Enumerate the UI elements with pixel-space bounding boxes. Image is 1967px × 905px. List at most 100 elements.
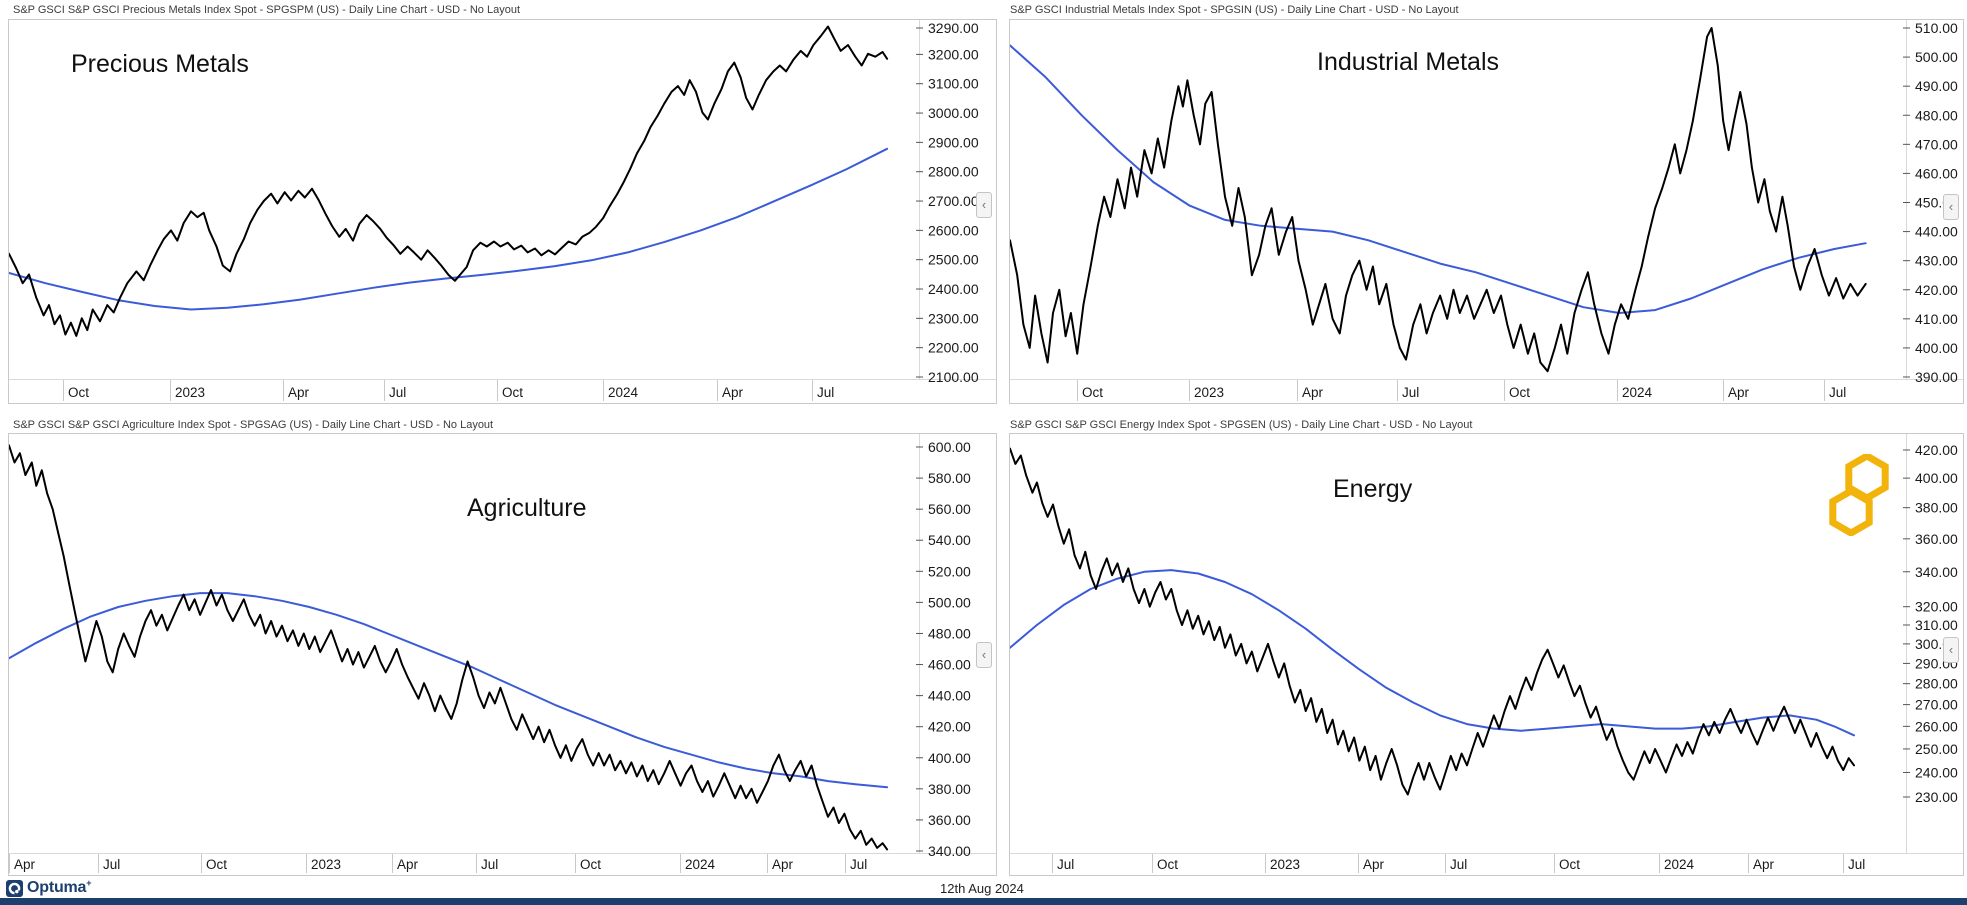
- svg-text:Apr: Apr: [1302, 385, 1324, 400]
- svg-text:2023: 2023: [311, 857, 341, 872]
- svg-text:2300.00: 2300.00: [928, 310, 979, 326]
- svg-text:Apr: Apr: [288, 385, 310, 400]
- chart-panel-agriculture: S&P GSCI S&P GSCI Agriculture Index Spot…: [0, 415, 1002, 881]
- svg-text:2900.00: 2900.00: [928, 134, 979, 150]
- status-date: 12th Aug 2024: [940, 881, 1024, 896]
- chart-title-bar: S&P GSCI Industrial Metals Index Spot - …: [1010, 4, 1459, 16]
- svg-text:400.00: 400.00: [928, 750, 971, 766]
- svg-text:Jul: Jul: [389, 385, 406, 400]
- agriculture-plot-canvas: 600.00 580.00 560.00 540.00 520.00 500.00 480.…: [9, 434, 996, 873]
- svg-text:2023: 2023: [175, 385, 205, 400]
- optuma-logo-icon: [6, 879, 23, 897]
- svg-text:Oct: Oct: [1082, 385, 1103, 400]
- chevron-left-icon[interactable]: ‹: [1943, 637, 1959, 663]
- svg-text:360.00: 360.00: [928, 812, 971, 828]
- svg-text:2800.00: 2800.00: [928, 164, 979, 180]
- svg-text:280.00: 280.00: [1915, 676, 1958, 692]
- svg-text:Oct: Oct: [580, 857, 601, 872]
- svg-text:460.00: 460.00: [1915, 165, 1958, 181]
- svg-text:Apr: Apr: [14, 857, 36, 872]
- optuma-hexagon-logo-icon: [1828, 451, 1890, 541]
- svg-text:460.00: 460.00: [928, 657, 971, 673]
- svg-text:Jul: Jul: [850, 857, 867, 872]
- svg-text:Oct: Oct: [1157, 857, 1178, 872]
- chart-title-bar: S&P GSCI S&P GSCI Agriculture Index Spot…: [13, 419, 494, 431]
- svg-text:480.00: 480.00: [928, 625, 971, 641]
- svg-text:2100.00: 2100.00: [928, 369, 979, 385]
- svg-text:340.00: 340.00: [1915, 564, 1958, 580]
- svg-text:420.00: 420.00: [928, 719, 971, 735]
- chart-annotation: Industrial Metals: [1317, 48, 1500, 76]
- svg-text:Apr: Apr: [1753, 857, 1775, 872]
- precious-metals-chart[interactable]: 3290.00 3200.00 3100.00 3000.00 2900.00 2800.…: [8, 19, 997, 404]
- svg-text:Apr: Apr: [1728, 385, 1750, 400]
- svg-text:2024: 2024: [685, 857, 716, 872]
- svg-text:400.00: 400.00: [1915, 340, 1958, 356]
- svg-text:420.00: 420.00: [1915, 442, 1958, 458]
- svg-text:430.00: 430.00: [1915, 253, 1958, 269]
- industrial-metals-chart[interactable]: 510.00 500.00 490.00 480.00 470.00 460.00 450.…: [1009, 19, 1964, 404]
- optuma-wordmark: Optuma: [27, 879, 87, 896]
- svg-text:2200.00: 2200.00: [928, 340, 979, 356]
- svg-text:270.00: 270.00: [1915, 697, 1958, 713]
- svg-text:Jul: Jul: [1402, 385, 1419, 400]
- industrial-metals-plot-canvas: 510.00500.00490.00480.00470.00460.00450.…: [1010, 20, 1963, 401]
- svg-text:520.00: 520.00: [928, 563, 971, 579]
- svg-text:Jul: Jul: [817, 385, 834, 400]
- chevron-left-icon[interactable]: ‹: [976, 192, 992, 218]
- chevron-left-icon[interactable]: ‹: [1943, 194, 1959, 220]
- svg-text:Jul: Jul: [481, 857, 498, 872]
- svg-text:2023: 2023: [1194, 385, 1224, 400]
- svg-text:480.00: 480.00: [1915, 107, 1958, 123]
- svg-text:2600.00: 2600.00: [928, 222, 979, 238]
- chart-panel-energy: S&P GSCI S&P GSCI Energy Index Spot - SP…: [1004, 415, 1967, 881]
- svg-text:Apr: Apr: [1363, 857, 1385, 872]
- svg-text:2023: 2023: [1270, 857, 1300, 872]
- svg-text:500.00: 500.00: [1915, 49, 1958, 65]
- svg-text:250.00: 250.00: [1915, 741, 1958, 757]
- chevron-left-icon[interactable]: ‹: [976, 642, 992, 668]
- agriculture-chart[interactable]: 600.00 580.00 560.00 540.00 520.00 500.00 480.…: [8, 433, 997, 876]
- svg-text:Apr: Apr: [722, 385, 744, 400]
- svg-text:470.00: 470.00: [1915, 136, 1958, 152]
- svg-text:310.00: 310.00: [1915, 617, 1958, 633]
- svg-text:2024: 2024: [608, 385, 639, 400]
- optuma-plus-mark: +: [86, 878, 92, 888]
- status-bar: Optuma + 12th Aug 2024: [0, 878, 1967, 905]
- svg-text:2700.00: 2700.00: [928, 193, 979, 209]
- svg-text:380.00: 380.00: [928, 781, 971, 797]
- svg-text:230.00: 230.00: [1915, 789, 1958, 805]
- svg-text:400.00: 400.00: [1915, 470, 1958, 486]
- svg-text:Oct: Oct: [1509, 385, 1530, 400]
- svg-text:340.00: 340.00: [928, 843, 971, 859]
- svg-text:260.00: 260.00: [1915, 718, 1958, 734]
- svg-text:580.00: 580.00: [928, 470, 971, 486]
- svg-text:390.00: 390.00: [1915, 369, 1958, 385]
- energy-chart[interactable]: 420.00 400.00 380.00 360.00 340.00 320.00 310.…: [1009, 433, 1964, 876]
- svg-text:410.00: 410.00: [1915, 311, 1958, 327]
- svg-text:Oct: Oct: [206, 857, 227, 872]
- energy-plot-canvas: 420.00 400.00 380.00 360.00 340.00 320.00 310.…: [1010, 434, 1963, 873]
- svg-text:240.00: 240.00: [1915, 764, 1958, 780]
- svg-text:440.00: 440.00: [1915, 224, 1958, 240]
- chart-title-bar: S&P GSCI S&P GSCI Precious Metals Index …: [13, 4, 520, 16]
- svg-text:490.00: 490.00: [1915, 78, 1958, 94]
- svg-text:Apr: Apr: [397, 857, 419, 872]
- precious-metals-plot-canvas: 3290.00 3200.00 3100.00 3000.00 2900.00 2800.…: [9, 20, 996, 401]
- chart-title-bar: S&P GSCI S&P GSCI Energy Index Spot - SP…: [1010, 419, 1473, 431]
- chart-annotation: Precious Metals: [71, 50, 249, 78]
- chart-panel-industrial-metals: S&P GSCI Industrial Metals Index Spot - …: [1004, 0, 1967, 415]
- svg-text:2500.00: 2500.00: [928, 252, 979, 268]
- chart-annotation: Agriculture: [467, 494, 587, 522]
- svg-text:600.00: 600.00: [928, 439, 971, 455]
- svg-text:320.00: 320.00: [1915, 599, 1958, 615]
- svg-text:500.00: 500.00: [928, 594, 971, 610]
- svg-text:Apr: Apr: [772, 857, 794, 872]
- svg-text:3200.00: 3200.00: [928, 46, 979, 62]
- svg-text:380.00: 380.00: [1915, 500, 1958, 516]
- svg-text:Jul: Jul: [1848, 857, 1865, 872]
- svg-text:Jul: Jul: [103, 857, 120, 872]
- svg-text:3100.00: 3100.00: [928, 76, 979, 92]
- chart-annotation: Energy: [1333, 475, 1413, 503]
- svg-text:510.00: 510.00: [1915, 20, 1958, 36]
